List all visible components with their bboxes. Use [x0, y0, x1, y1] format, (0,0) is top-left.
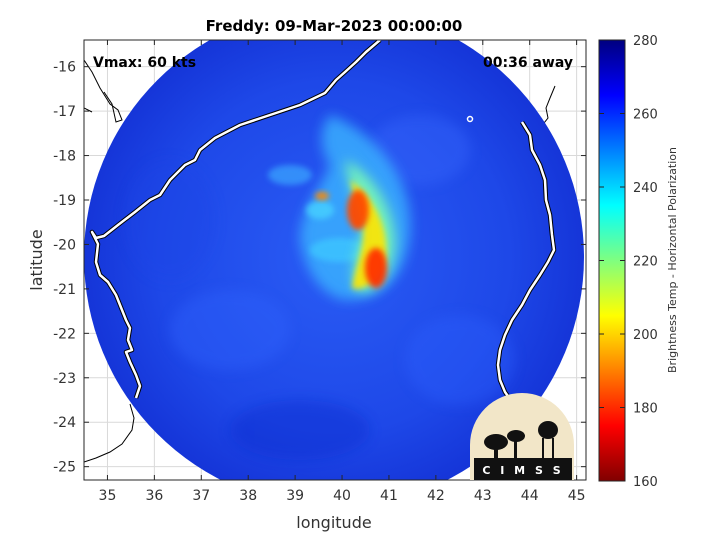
- x-axis-label: longitude: [296, 513, 371, 532]
- y-tick-label: -18: [53, 149, 76, 165]
- x-tick-label: 45: [568, 488, 586, 504]
- logo-dish-left: [484, 434, 508, 450]
- x-tick-label: 44: [521, 488, 539, 504]
- colorbar-tick-label: 180: [633, 402, 658, 417]
- colorbar-tick-label: 280: [633, 34, 658, 49]
- y-axis-label: latitude: [27, 229, 46, 290]
- rainband-fragment: [268, 165, 312, 185]
- microwave-swath: [84, 40, 584, 480]
- y-tick-label: -16: [53, 60, 76, 76]
- x-tick-label: 35: [99, 488, 117, 504]
- texture-blob: [370, 115, 470, 185]
- logo-banner: [474, 458, 572, 480]
- colorbar-tick-label: 160: [633, 475, 658, 490]
- x-tick-label: 38: [239, 488, 257, 504]
- logo-dish-stand: [494, 448, 498, 460]
- x-tick-label: 41: [380, 488, 398, 504]
- colorbar-tick-label: 200: [633, 328, 658, 343]
- coastlines: [89, 40, 557, 414]
- logo-water-tower: [538, 421, 558, 439]
- logo-tower-leg: [542, 438, 544, 460]
- colorbar-tick-label: 260: [633, 108, 658, 123]
- logo-tower-leg: [552, 438, 554, 460]
- colorbar-label: Brightness Temp - Horizontal Polarizatio…: [666, 147, 679, 373]
- y-tick-label: -20: [53, 237, 76, 253]
- rainband-fragment: [306, 201, 334, 219]
- coastline-madagascar-white: [496, 121, 556, 413]
- mozambique-coast-outline: [84, 59, 123, 123]
- rainband-fragment: [310, 238, 370, 262]
- y-tick-label: -19: [53, 193, 76, 209]
- x-tick-label: 36: [145, 488, 163, 504]
- cold-core-north: [347, 190, 369, 230]
- time-offset-annotation: 00:36 away: [483, 55, 573, 71]
- cold-core-west: [315, 192, 329, 200]
- y-tick-label: -22: [53, 326, 76, 342]
- y-tick-label: -24: [53, 415, 76, 431]
- texture-blob: [170, 290, 290, 370]
- texture-blob: [405, 315, 515, 405]
- y-tick-label: -17: [53, 104, 76, 120]
- cold-core-south: [365, 248, 387, 288]
- x-tick-label: 39: [286, 488, 304, 504]
- axes-frame: [83, 39, 587, 481]
- chart-title: Freddy: 09-Mar-2023 00:00:00: [206, 17, 463, 35]
- colorbar: 280 260 240 220 200 180 160 Brightness Temp - …: [598, 34, 679, 490]
- logo-dish-stand: [514, 440, 517, 460]
- southern-coast-outline: [84, 403, 135, 463]
- y-tick-label: -25: [53, 460, 76, 476]
- x-tick-label: 42: [427, 488, 445, 504]
- x-tick-label: 37: [192, 488, 210, 504]
- vmax-annotation: Vmax: 60 kts: [93, 55, 196, 71]
- y-axis: -16 -17 -18 -19 -20 -21 -22 -23 -24 -25: [53, 60, 586, 476]
- island-europa: [466, 115, 474, 123]
- x-tick-label: 40: [333, 488, 351, 504]
- texture-blob: [125, 160, 215, 280]
- y-tick-label: -23: [53, 371, 76, 387]
- cimss-logo: C I M S S: [470, 393, 574, 480]
- coastline-mozambique-white: [90, 40, 381, 399]
- colorbar-tick-label: 240: [633, 181, 658, 196]
- x-axis: 35 36 37 38 39 40 41 42 43 44 45: [99, 40, 586, 504]
- logo-text: C I M S S: [482, 464, 563, 477]
- colorbar-tick-label: 220: [633, 255, 658, 270]
- logo-dish-right: [507, 430, 525, 442]
- y-tick-label: -21: [53, 282, 76, 298]
- texture-blob: [230, 400, 370, 460]
- x-tick-label: 43: [474, 488, 492, 504]
